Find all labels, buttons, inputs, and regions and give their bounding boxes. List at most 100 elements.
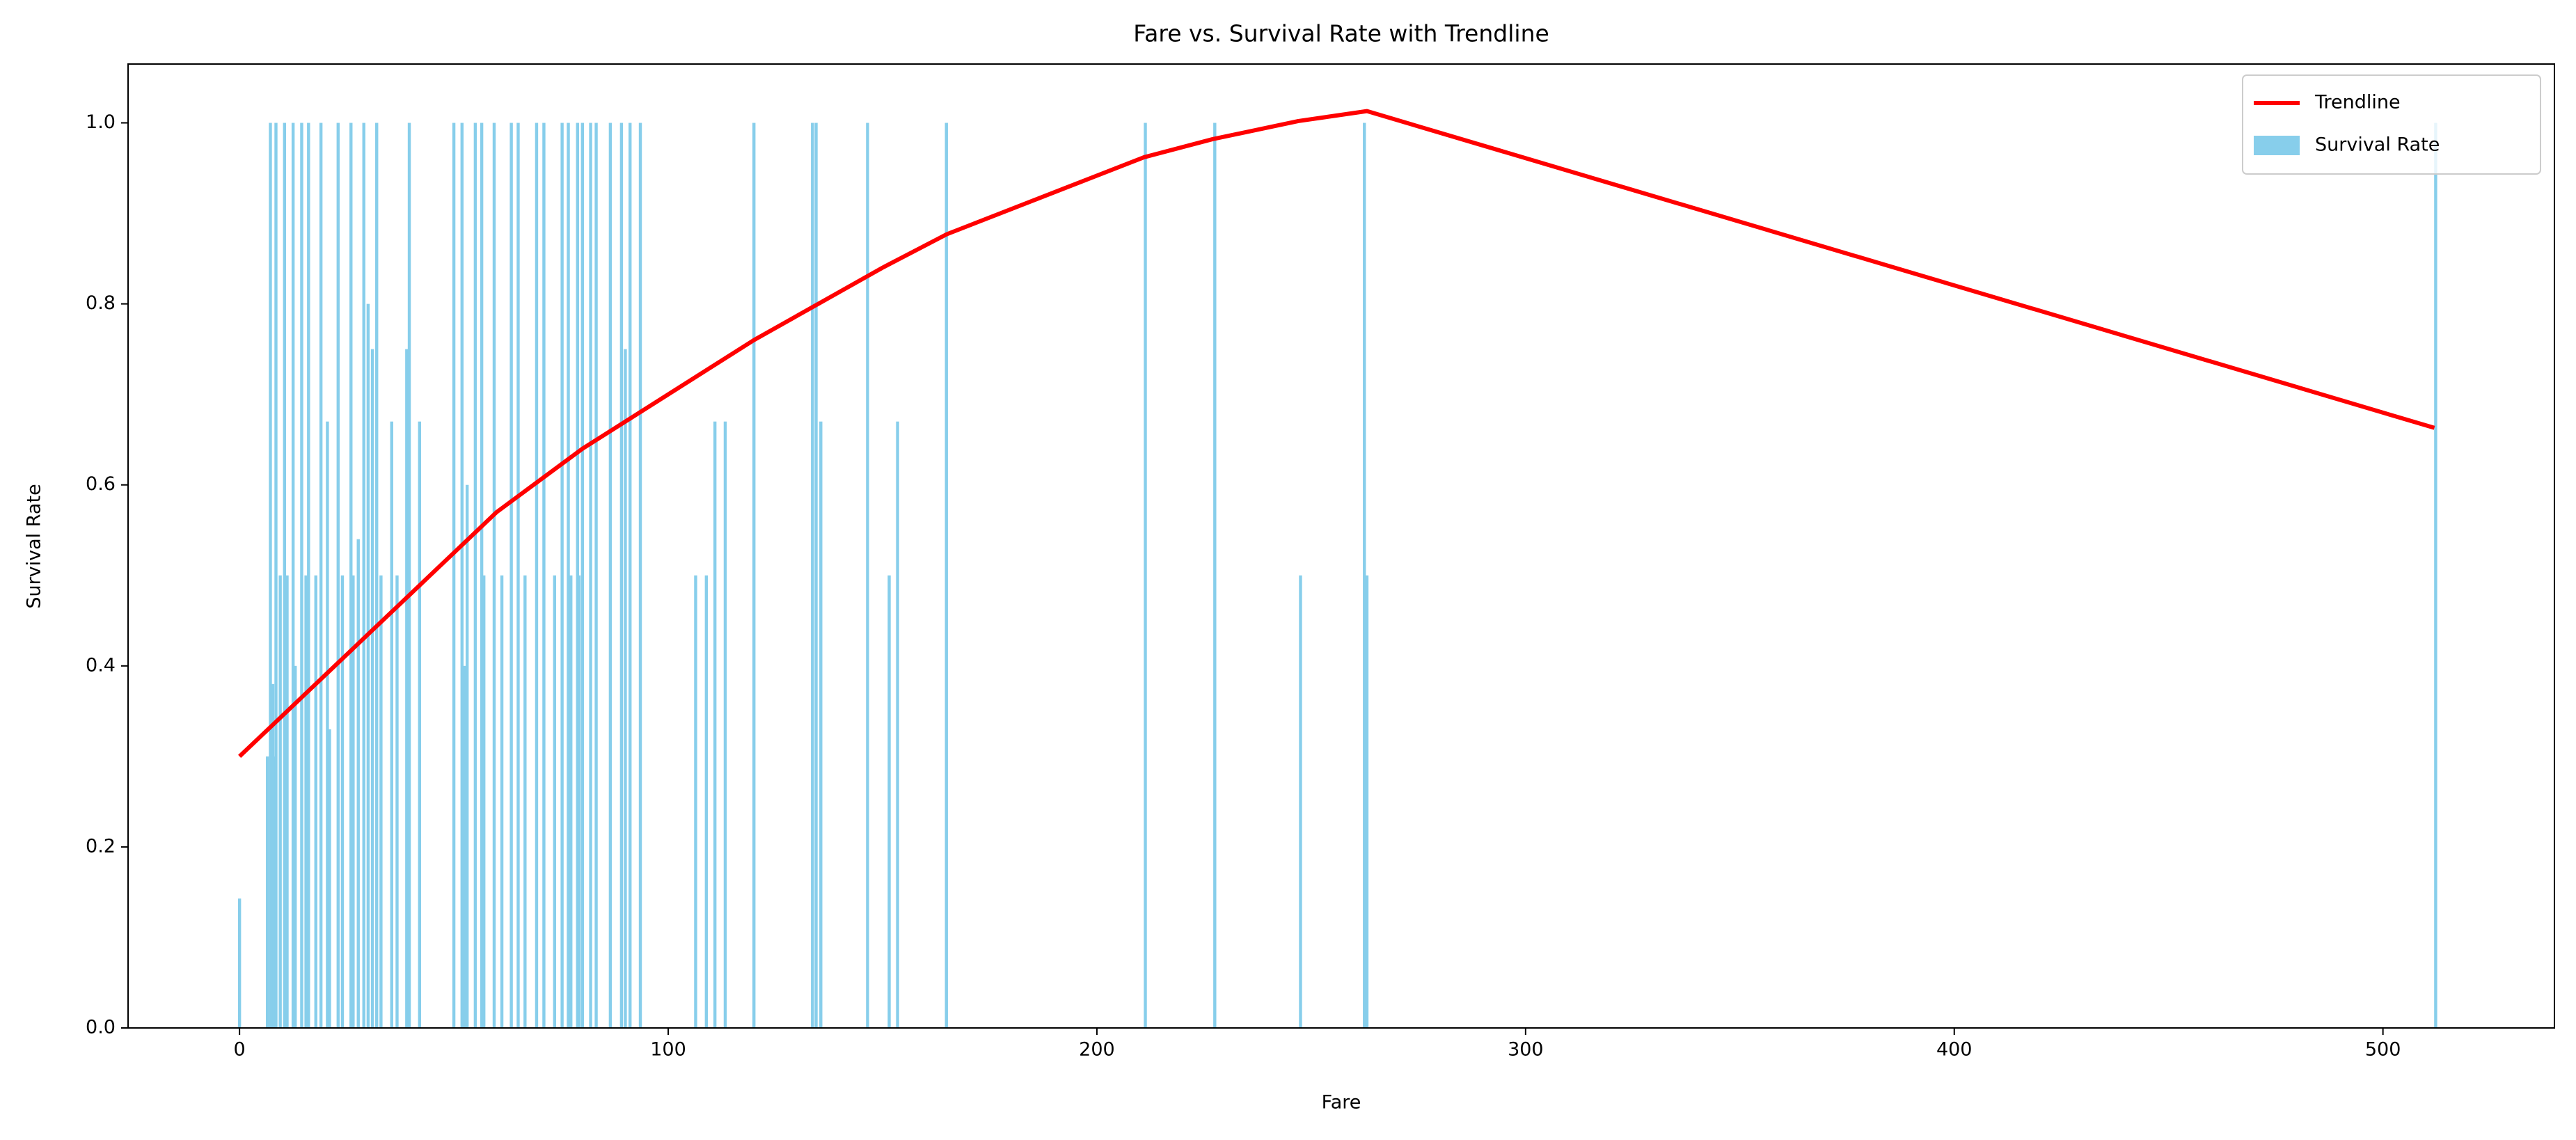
bar bbox=[407, 122, 411, 1028]
bar bbox=[1363, 122, 1366, 1028]
legend-box bbox=[2242, 74, 2541, 175]
bar bbox=[624, 349, 627, 1028]
bar bbox=[608, 122, 613, 1028]
bar bbox=[294, 665, 297, 1028]
plot-frame bbox=[127, 63, 2555, 1029]
bar bbox=[390, 421, 393, 1028]
bar bbox=[356, 539, 360, 1028]
bar bbox=[811, 122, 814, 1028]
bar bbox=[509, 122, 513, 1028]
bar bbox=[1365, 575, 1369, 1028]
bar bbox=[265, 756, 269, 1028]
bar bbox=[370, 349, 374, 1028]
bar bbox=[274, 122, 278, 1028]
y-axis-label: Survival Rate bbox=[24, 484, 45, 608]
y-tick-label: 0.2 bbox=[86, 835, 116, 857]
bar bbox=[619, 122, 624, 1028]
bar bbox=[319, 122, 323, 1028]
bar bbox=[328, 729, 331, 1028]
bar bbox=[594, 122, 598, 1028]
bar bbox=[560, 122, 564, 1028]
bar bbox=[278, 575, 282, 1028]
bar bbox=[1144, 122, 1147, 1028]
chart-title: Fare vs. Survival Rate with Trendline bbox=[1133, 20, 1549, 47]
bar bbox=[516, 122, 520, 1028]
bar bbox=[291, 122, 295, 1028]
legend-swatch bbox=[2254, 136, 2300, 155]
bar bbox=[349, 122, 353, 1028]
bar bbox=[577, 575, 581, 1028]
bar bbox=[694, 575, 697, 1028]
bar bbox=[723, 421, 727, 1028]
bar bbox=[567, 122, 570, 1028]
bar bbox=[945, 122, 948, 1028]
x-axis-label: Fare bbox=[1322, 1092, 1361, 1114]
bar bbox=[237, 898, 242, 1028]
bar bbox=[340, 575, 345, 1028]
bar bbox=[351, 575, 355, 1028]
y-tick-label: 0.6 bbox=[86, 473, 116, 495]
bar bbox=[418, 421, 422, 1028]
legend-label: Survival Rate bbox=[2315, 134, 2440, 156]
bar bbox=[492, 122, 496, 1028]
bar bbox=[336, 122, 340, 1028]
bar bbox=[896, 421, 899, 1028]
bar bbox=[482, 575, 486, 1028]
bar bbox=[814, 122, 818, 1028]
bar bbox=[480, 122, 484, 1028]
legend: Trendline Survival Rate bbox=[2242, 74, 2541, 175]
x-tick-label: 100 bbox=[650, 1039, 686, 1061]
bar bbox=[819, 421, 823, 1028]
trendline bbox=[238, 109, 2435, 759]
y-tick-label: 0.0 bbox=[86, 1017, 116, 1038]
bar bbox=[272, 937, 276, 1028]
legend-label: Trendline bbox=[2314, 92, 2401, 113]
bar bbox=[307, 122, 310, 1028]
bar bbox=[887, 575, 891, 1028]
bar bbox=[589, 122, 592, 1028]
y-tick-label: 1.0 bbox=[86, 111, 116, 133]
bar bbox=[629, 122, 632, 1028]
bar bbox=[523, 575, 527, 1028]
bar bbox=[2434, 122, 2437, 1028]
bar bbox=[535, 122, 539, 1028]
x-tick-label: 0 bbox=[234, 1039, 246, 1061]
bar bbox=[395, 575, 399, 1028]
x-tick-label: 400 bbox=[1936, 1039, 1973, 1061]
bar bbox=[463, 665, 466, 1028]
bar bbox=[638, 122, 642, 1028]
x-tick-label: 200 bbox=[1079, 1039, 1115, 1061]
bar bbox=[379, 575, 383, 1028]
bar bbox=[375, 122, 379, 1028]
bar bbox=[405, 349, 409, 1028]
bar bbox=[553, 575, 557, 1028]
bar bbox=[1213, 122, 1217, 1028]
bar bbox=[452, 122, 456, 1028]
bar bbox=[283, 122, 287, 1028]
bar bbox=[866, 122, 869, 1028]
bar bbox=[465, 484, 469, 1028]
bar bbox=[569, 575, 573, 1028]
bar bbox=[285, 575, 289, 1028]
bar bbox=[473, 122, 477, 1028]
bar bbox=[500, 575, 504, 1028]
bar bbox=[300, 122, 303, 1028]
bar bbox=[271, 756, 275, 1028]
x-tick-label: 300 bbox=[1508, 1039, 1544, 1061]
y-tick-label: 0.4 bbox=[86, 654, 116, 676]
bar bbox=[542, 122, 546, 1028]
bar bbox=[304, 575, 308, 1028]
bar bbox=[713, 421, 717, 1028]
bar bbox=[326, 421, 329, 1028]
bar bbox=[366, 303, 370, 1029]
bar bbox=[1299, 575, 1302, 1028]
bar bbox=[704, 575, 709, 1028]
bar bbox=[362, 122, 365, 1028]
bar bbox=[752, 122, 756, 1028]
bar bbox=[269, 122, 272, 1028]
bar bbox=[460, 122, 464, 1028]
bar bbox=[580, 122, 585, 1028]
bar bbox=[314, 575, 317, 1028]
